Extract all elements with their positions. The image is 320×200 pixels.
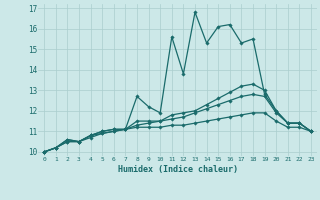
X-axis label: Humidex (Indice chaleur): Humidex (Indice chaleur) — [118, 165, 238, 174]
